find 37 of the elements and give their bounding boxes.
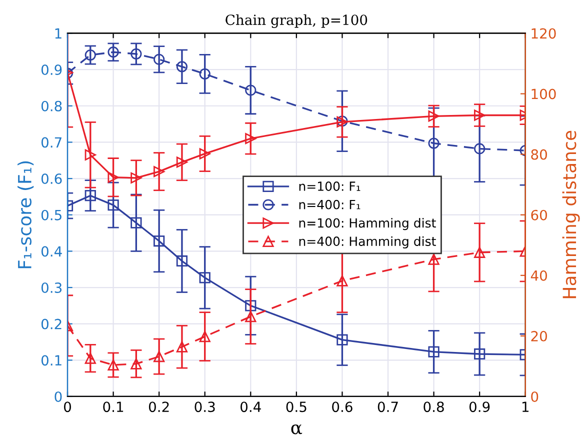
y2-tick-label: 60 (531, 210, 547, 220)
y2-tick-label: 20 (531, 330, 547, 342)
x-tick-label: 0.6 (332, 402, 352, 412)
y2-tick-label: 80 (531, 149, 547, 160)
y2-tick-label: 100 (532, 88, 556, 100)
y-tick-label: 0.4 (41, 246, 62, 257)
y-tick-label: 1 (55, 28, 62, 38)
legend-label: n=400: F₁ (299, 200, 360, 210)
y2-tick-label: 120 (532, 28, 556, 39)
y-tick-label: 0.6 (41, 174, 62, 184)
y-tick-label: 0.8 (41, 100, 62, 112)
x-tick-label: 0.5 (286, 402, 306, 412)
y-tick-label: 0.3 (41, 282, 62, 293)
x-tick-label: 0.7 (378, 402, 398, 412)
x-tick-label: 0.8 (424, 402, 444, 412)
x-tick-label: 0.2 (148, 402, 169, 412)
y2-tick-label: 40 (530, 270, 547, 281)
y-tick-label: 0.9 (41, 64, 62, 76)
legend-label: n=100: F₁ (299, 182, 360, 191)
y-tick-label: 0.7 (41, 137, 62, 148)
chart-title: Chain graph, p=100 (226, 14, 368, 28)
legend-label: n=400: Hamming dist (299, 236, 436, 248)
x-tick-label: 0.9 (469, 402, 490, 412)
x-tick-label: 0.3 (194, 402, 215, 412)
y-tick-label: 0 (54, 391, 62, 402)
y-tick-label: 0.2 (41, 318, 62, 330)
y2-tick-label: 0 (531, 391, 538, 402)
x-tick-label: 0 (64, 402, 71, 412)
x-tick-label: 0.1 (103, 402, 124, 412)
x-axis-title: α (291, 424, 302, 434)
y-tick-label: 0.1 (41, 355, 62, 366)
x-tick-label: 1 (522, 402, 528, 412)
y-tick-label: 0.5 (41, 210, 62, 220)
y-axis-title: F₁-score (F₁) (18, 161, 34, 268)
legend-label: n=100: Hamming dist (299, 218, 436, 230)
y2-axis-title: Hamming distance (562, 130, 580, 298)
x-tick-label: 0.4 (240, 402, 261, 412)
